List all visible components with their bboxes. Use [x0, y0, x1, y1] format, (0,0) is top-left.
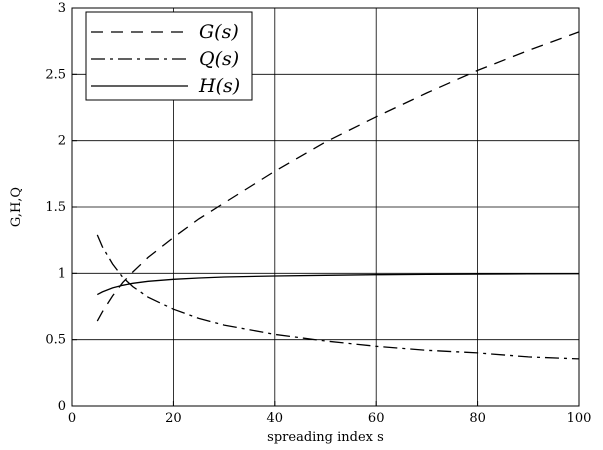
series-layer	[96, 31, 580, 360]
legend-label-1: G(s)	[199, 21, 239, 43]
x-tick-label: 80	[469, 411, 486, 426]
y-tick-label: 0.5	[45, 333, 66, 348]
y-tick-label: 1	[58, 266, 66, 281]
x-tick-label: 60	[368, 411, 385, 426]
series-line-3	[96, 273, 580, 296]
series-line-1	[96, 31, 580, 322]
legend-box	[85, 11, 253, 101]
x-tick-label: 40	[267, 411, 284, 426]
y-axis-title: G,H,Q	[9, 187, 24, 227]
y-tick-label: 2.5	[45, 67, 66, 82]
y-tick-label: 3	[58, 1, 66, 16]
y-tick-label: 0	[58, 399, 66, 414]
legend: G(s) Q(s) H(s)	[85, 11, 253, 101]
x-tick-label: 100	[567, 411, 592, 426]
grid	[71, 7, 580, 407]
legend-label-2: Q(s)	[199, 48, 239, 70]
legend-label-3: H(s)	[198, 75, 240, 97]
x-axis-title: spreading index s	[267, 430, 384, 445]
x-tick-label: 0	[68, 411, 76, 426]
ticks: 0 20 40 60 80 100 0 0.5 1 1.5 2 2.5 3	[45, 1, 591, 426]
x-tick-label: 20	[165, 411, 182, 426]
y-tick-label: 2	[58, 134, 66, 149]
y-tick-label: 1.5	[45, 200, 66, 215]
